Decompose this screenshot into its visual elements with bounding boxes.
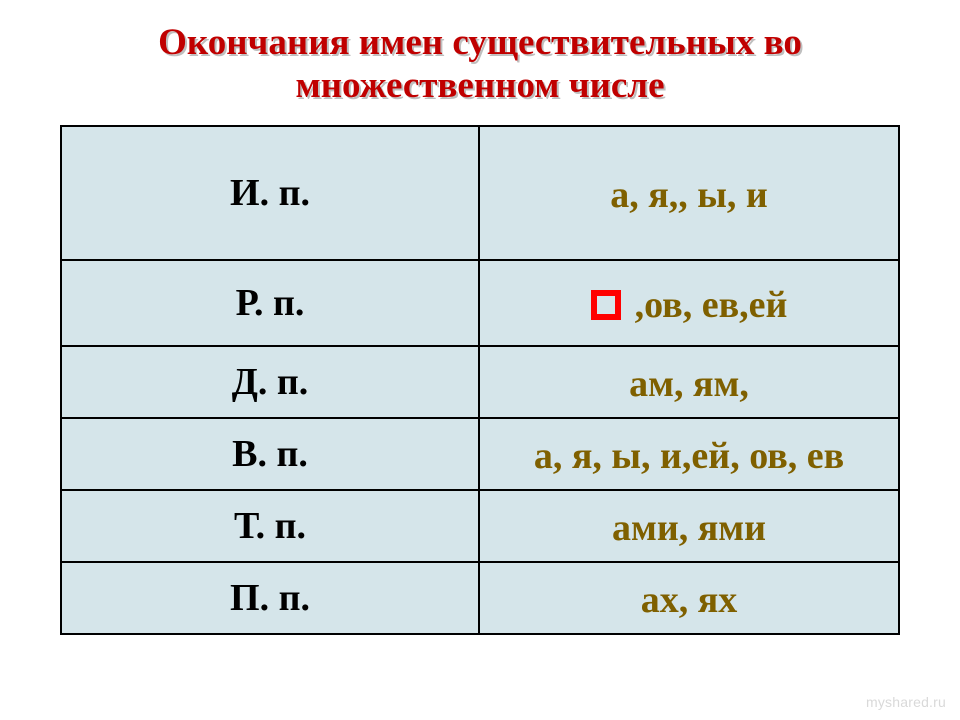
endings-text: ами, ями	[612, 506, 766, 550]
table-row: Р. п. ,ов, ев,ей	[61, 260, 899, 346]
case-cell: Д. п.	[61, 346, 479, 418]
case-label: Р. п.	[236, 282, 305, 324]
endings-cell: а, я, ы, и,ей, ов, ев	[479, 418, 899, 490]
endings-text: ,ов, ев,ей	[635, 283, 788, 327]
endings-text: а, я, ы, и,ей, ов, ев	[534, 434, 844, 478]
case-cell: Р. п.	[61, 260, 479, 346]
table-row: Д. п. ам, ям,	[61, 346, 899, 418]
table-row: П. п. ах, ях	[61, 562, 899, 634]
null-ending-icon	[591, 290, 621, 320]
case-label: И. п.	[230, 172, 310, 214]
case-cell: Т. п.	[61, 490, 479, 562]
case-cell: В. п.	[61, 418, 479, 490]
table-row: И. п. а, я,, ы, и	[61, 126, 899, 260]
case-label: Т. п.	[234, 505, 306, 547]
case-cell: И. п.	[61, 126, 479, 260]
case-label: В. п.	[232, 433, 308, 475]
title-line-1: Окончания имен существительных во	[0, 22, 960, 65]
endings-cell: ,ов, ев,ей	[479, 260, 899, 346]
endings-text: ам, ям,	[629, 362, 749, 406]
case-label: Д. п.	[232, 361, 309, 403]
endings-cell: ах, ях	[479, 562, 899, 634]
table-row: В. п. а, я, ы, и,ей, ов, ев	[61, 418, 899, 490]
endings-text: ах, ях	[641, 578, 738, 622]
watermark-text: myshared.ru	[866, 694, 946, 710]
endings-text: а, я,, ы, и	[610, 173, 768, 217]
table-body: И. п. а, я,, ы, и Р. п. ,ов, ев,ей Д. п. ам, …	[61, 126, 899, 634]
endings-cell: ами, ями	[479, 490, 899, 562]
endings-cell: а, я,, ы, и	[479, 126, 899, 260]
title-line-2: множественном числе	[0, 65, 960, 108]
case-label: П. п.	[230, 577, 310, 619]
case-cell: П. п.	[61, 562, 479, 634]
endings-cell: ам, ям,	[479, 346, 899, 418]
endings-table: И. п. а, я,, ы, и Р. п. ,ов, ев,ей Д. п. ам, …	[60, 125, 900, 635]
table-row: Т. п. ами, ями	[61, 490, 899, 562]
slide-title: Окончания имен существительных во множес…	[0, 22, 960, 107]
